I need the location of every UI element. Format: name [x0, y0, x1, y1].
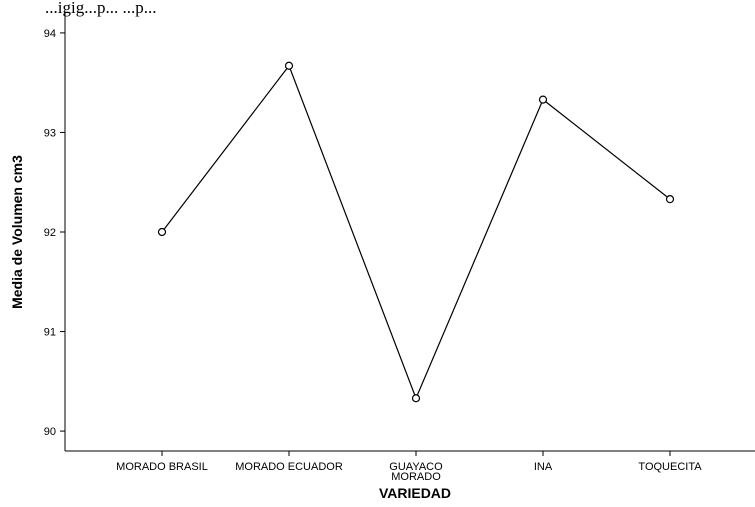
- data-point-marker: [157, 227, 167, 237]
- data-point-marker: [538, 95, 548, 104]
- y-tick-label: 93: [44, 127, 56, 139]
- data-points: [157, 61, 675, 403]
- series-line-group: [161, 64, 671, 400]
- y-tick-label: 92: [44, 227, 56, 239]
- x-axis-ticks: MORADO BRASIL MORADO ECUADOR GUAYACOMORADO…: [116, 451, 702, 483]
- y-tick-label: 90: [44, 426, 56, 438]
- x-tick-label: TOQUECITA: [638, 461, 702, 473]
- chart-title-partial: ...igig...p... ...p...: [45, 0, 156, 17]
- data-point-marker: [411, 394, 421, 403]
- plot-area: [64, 13, 755, 452]
- x-tick-label: MORADO: [391, 471, 441, 483]
- y-tick-label: 94: [44, 28, 56, 40]
- data-point-marker: [284, 61, 294, 70]
- x-axis-title: VARIEDAD: [379, 485, 451, 501]
- y-tick-label: 91: [44, 327, 56, 339]
- series-line: [161, 64, 671, 400]
- x-tick-label: INA: [534, 461, 553, 473]
- x-tick-label: MORADO ECUADOR: [235, 461, 343, 473]
- data-point-marker: [665, 195, 675, 204]
- x-tick-label: MORADO BRASIL: [116, 461, 208, 473]
- x-tick-label: GUAYACO: [389, 461, 443, 473]
- y-axis-ticks: 90 91 92 93 94: [44, 28, 65, 438]
- y-axis-title: Media de Volumen cm3: [9, 155, 25, 309]
